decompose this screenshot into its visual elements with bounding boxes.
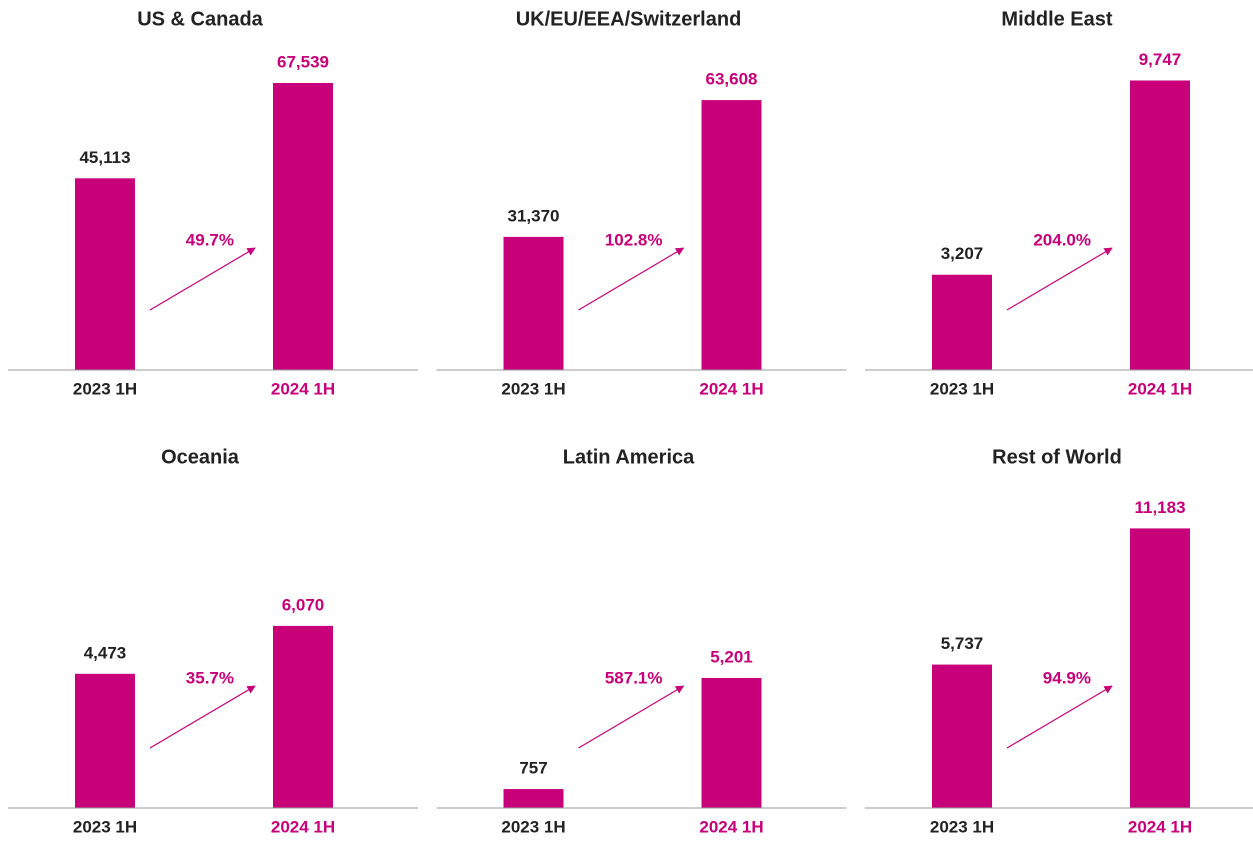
bar	[75, 673, 135, 808]
value-label: 5,201	[710, 647, 753, 666]
bar	[273, 625, 333, 808]
x-tick-label: 2024 1H	[271, 379, 335, 398]
value-label: 4,473	[84, 643, 127, 662]
chart-title: UK/EU/EEA/Switzerland	[516, 8, 742, 30]
value-label: 45,113	[79, 148, 130, 167]
chart-title: Middle East	[1001, 8, 1112, 30]
bar	[932, 274, 992, 370]
x-tick-label: 2023 1H	[73, 817, 137, 836]
value-label: 11,183	[1134, 498, 1185, 517]
x-tick-label: 2023 1H	[501, 379, 565, 398]
growth-label: 204.0%	[1033, 230, 1091, 249]
bar	[503, 236, 564, 370]
x-tick-label: 2024 1H	[271, 817, 335, 836]
x-tick-label: 2023 1H	[930, 817, 994, 836]
growth-arrow	[149, 247, 256, 311]
bar	[503, 789, 564, 808]
growth-arrow	[1006, 247, 1113, 311]
growth-arrow	[578, 685, 685, 749]
growth-label: 102.8%	[605, 230, 663, 249]
chart-title: Oceania	[161, 446, 240, 468]
growth-label: 94.9%	[1043, 668, 1091, 687]
bar	[701, 100, 762, 370]
x-tick-label: 2023 1H	[73, 379, 137, 398]
bar	[273, 83, 333, 370]
growth-label: 587.1%	[605, 668, 663, 687]
value-label: 67,539	[277, 52, 329, 71]
chart-title: Rest of World	[992, 446, 1122, 468]
value-label: 31,370	[508, 206, 560, 225]
value-label: 757	[519, 759, 547, 778]
growth-arrow	[578, 247, 685, 311]
chart-title: US & Canada	[137, 8, 263, 30]
x-tick-label: 2024 1H	[699, 817, 763, 836]
bar	[1130, 80, 1190, 371]
x-tick-label: 2023 1H	[501, 817, 565, 836]
bar	[701, 677, 762, 808]
value-label: 5,737	[941, 634, 984, 653]
x-tick-label: 2024 1H	[1128, 817, 1192, 836]
growth-label: 49.7%	[186, 230, 234, 249]
x-tick-label: 2024 1H	[1128, 379, 1192, 398]
chart-title: Latin America	[563, 446, 695, 468]
bar	[932, 664, 992, 808]
x-tick-label: 2023 1H	[930, 379, 994, 398]
value-label: 6,070	[282, 595, 325, 614]
value-label: 9,747	[1139, 50, 1182, 69]
bar	[75, 178, 135, 370]
bar	[1130, 528, 1190, 808]
value-label: 63,608	[706, 70, 758, 89]
growth-label: 35.7%	[186, 668, 234, 687]
growth-arrow	[1006, 685, 1113, 749]
x-tick-label: 2024 1H	[699, 379, 763, 398]
value-label: 3,207	[941, 244, 984, 263]
growth-arrow	[149, 685, 256, 749]
